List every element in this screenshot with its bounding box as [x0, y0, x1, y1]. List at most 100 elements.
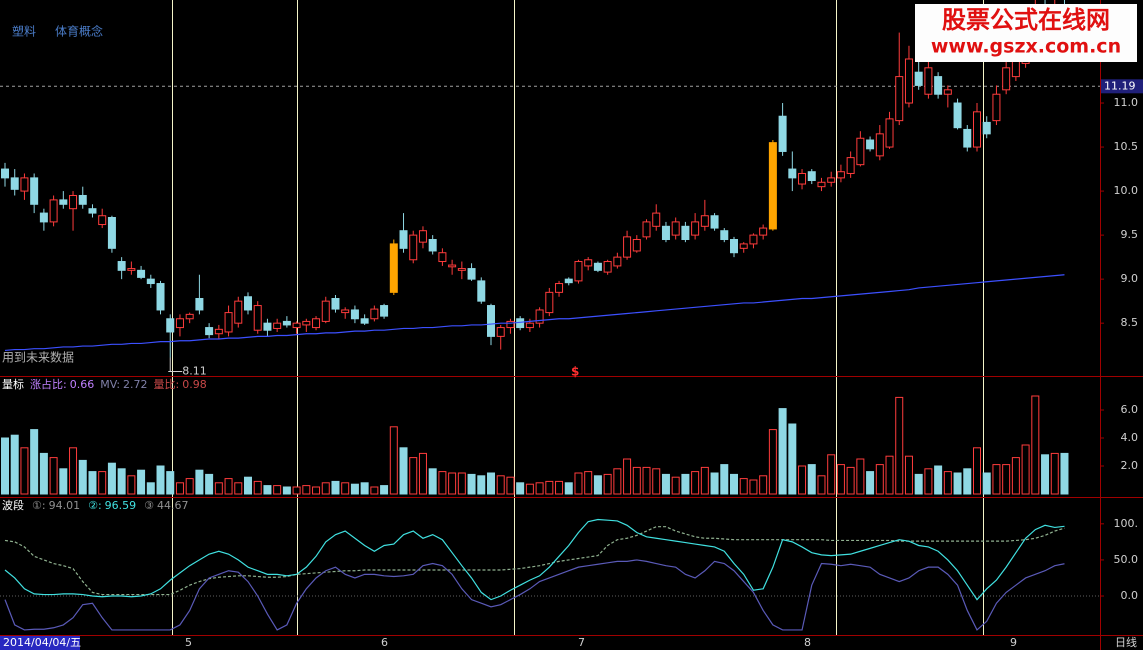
candle-body [671, 221, 680, 236]
volume-bar [20, 447, 29, 495]
volume-bar [389, 426, 398, 495]
candle-body [428, 239, 437, 252]
candle-body [788, 168, 797, 179]
candle-body [846, 157, 855, 174]
date-box [0, 636, 80, 650]
candle-body [681, 225, 690, 241]
candle-body [603, 261, 612, 273]
panel-legend: 量标 涨占比: 0.66 MV: 2.72 量比: 0.98 [2, 377, 207, 391]
volume-bar [788, 423, 797, 495]
candle-body [59, 199, 68, 205]
candle-body [749, 234, 758, 245]
candle-body [525, 322, 534, 329]
legend-name: ①: [32, 499, 46, 512]
candle-body [117, 261, 126, 271]
tag: 塑料 [12, 24, 36, 39]
volume-bar [516, 482, 525, 495]
volume-bar [253, 480, 262, 495]
volume-bar [710, 472, 719, 495]
panel-legend: 波段 ①: 94.01 ②: 96.59 ③ 44.67 [2, 498, 189, 512]
volume-bar [107, 462, 116, 495]
candle-body [700, 215, 709, 227]
candle-body [506, 320, 515, 329]
candle-body [370, 308, 379, 320]
volume-bar [807, 464, 816, 495]
legend-value: 94.01 [49, 499, 81, 512]
y-tick-label: 100. [1114, 517, 1139, 530]
candle-body [584, 259, 593, 267]
volume-bar [59, 468, 68, 495]
candle-body [934, 76, 943, 95]
volume-bar [302, 485, 311, 495]
volume-bar [1041, 454, 1050, 495]
oscillator-panel [0, 518, 1100, 631]
volume-bar [39, 452, 48, 495]
candle-body [1002, 67, 1011, 91]
candle-body [866, 139, 875, 150]
candle-body [380, 305, 389, 317]
stat-value: 0.66 [70, 378, 95, 391]
candle-body [574, 261, 583, 282]
watermark-url: www.gszx.com.cn [931, 36, 1121, 58]
volume-bar [399, 447, 408, 495]
candle-body [710, 215, 719, 229]
volume-bar [856, 458, 865, 495]
ma-line [4, 274, 1065, 352]
candle-body [389, 243, 398, 293]
volume-bar [1050, 452, 1059, 495]
volume-bar [914, 473, 923, 495]
candle-body [457, 268, 466, 271]
series-line [4, 559, 1065, 631]
volume-bar [535, 482, 544, 495]
volume-bar [846, 466, 855, 495]
volume-bar [545, 480, 554, 495]
legend-value: 44.67 [157, 499, 189, 512]
candle-body [224, 312, 233, 333]
candle-body [836, 171, 845, 179]
volume-bar [127, 475, 136, 495]
date-label: 2014/04/04/五 [3, 636, 81, 649]
y-tick-label: 50.0 [1114, 553, 1139, 566]
volume-bar [671, 476, 680, 495]
volume-bar [88, 471, 97, 495]
candle-body [875, 133, 884, 157]
volume-bar [156, 465, 165, 495]
candle-body [973, 111, 981, 148]
volume-bar [78, 459, 87, 495]
candle-body [535, 309, 544, 324]
stat-label: MV: [100, 378, 120, 391]
candle-body [953, 102, 962, 129]
candle-body [195, 298, 204, 311]
watermark-box [915, 4, 1137, 62]
candle-body [331, 298, 340, 310]
candle-body [312, 318, 321, 329]
volume-bar [234, 482, 243, 495]
volume-bar [341, 482, 350, 495]
candle-body [448, 264, 457, 268]
volume-bar [953, 472, 962, 495]
candle-body [545, 291, 554, 314]
candle-body [924, 67, 933, 95]
x-tick-label: 7 [578, 636, 585, 649]
volume-bar [409, 457, 418, 495]
candle-body [156, 283, 165, 311]
volume-bar [49, 457, 58, 495]
volume-bar [331, 480, 340, 495]
y-tick-label: 10.5 [1114, 140, 1139, 153]
candle-body [496, 327, 505, 337]
candle-body [399, 230, 408, 249]
volume-bar [1060, 452, 1069, 495]
candle-body [856, 137, 865, 166]
volume-bar [1002, 464, 1011, 495]
legend-name: ②: [88, 499, 102, 512]
volume-bar [30, 429, 39, 495]
candle-body [88, 208, 97, 214]
candle-body [418, 230, 427, 243]
candle-body [107, 216, 116, 249]
volume-bar [185, 478, 194, 495]
volume-bar [477, 475, 486, 495]
volume-bar [593, 475, 602, 495]
volume-bar [1, 437, 9, 495]
volume-bar [506, 476, 515, 495]
